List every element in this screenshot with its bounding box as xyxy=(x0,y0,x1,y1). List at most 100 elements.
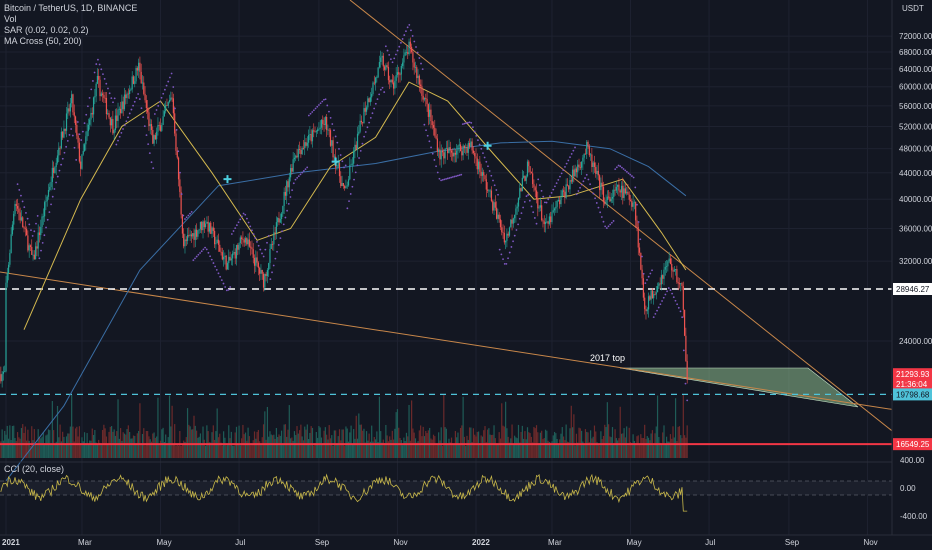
volume-bar xyxy=(332,445,334,458)
volume-bar xyxy=(274,438,276,458)
candle-body xyxy=(143,82,145,94)
sar-dot xyxy=(140,107,143,109)
volume-bar xyxy=(265,439,267,458)
sar-dot xyxy=(612,220,615,222)
candle-body xyxy=(170,97,172,100)
sar-dot xyxy=(254,237,257,239)
candle-body xyxy=(364,108,366,112)
ma50-line xyxy=(23,81,687,330)
volume-bar xyxy=(318,425,320,458)
sar-dot xyxy=(415,46,417,48)
candle-body xyxy=(553,208,556,211)
candle-body xyxy=(86,131,88,137)
golden-cross-markers xyxy=(223,141,492,184)
sar-dot xyxy=(465,122,468,125)
legend-cci[interactable]: CCI (20, close) xyxy=(4,464,65,474)
sar-dot xyxy=(261,252,263,255)
candle-body xyxy=(501,227,503,233)
candle-body xyxy=(64,128,66,131)
sar-dot xyxy=(294,178,297,181)
sar-dot xyxy=(361,142,364,145)
volume-bar xyxy=(220,442,222,458)
candle-body xyxy=(87,124,90,132)
sar-dot xyxy=(194,257,196,260)
sar-dot xyxy=(264,248,267,251)
candle-body xyxy=(233,251,235,254)
candle-body xyxy=(248,239,250,247)
sar-dot xyxy=(43,234,46,237)
volume-bar xyxy=(523,438,525,458)
sar-dot xyxy=(333,129,335,132)
volume-bar xyxy=(556,438,558,458)
candle-body xyxy=(409,41,411,47)
volume-bar xyxy=(234,432,236,458)
volume-bar xyxy=(613,443,615,458)
volume-bar xyxy=(475,436,477,458)
sar-dot xyxy=(488,170,491,172)
legend-ma[interactable]: MA Cross (50, 200) xyxy=(4,36,82,46)
price-tick-label: 60000.00 xyxy=(899,83,932,92)
candle-body xyxy=(193,233,195,240)
candle-body xyxy=(165,105,167,112)
candle-body xyxy=(580,161,583,168)
volume-bar xyxy=(125,434,127,458)
volume-bar xyxy=(672,426,674,458)
candle-body xyxy=(198,229,200,231)
candle-body xyxy=(23,227,25,229)
legend-vol[interactable]: Vol xyxy=(4,14,17,24)
volume-bar xyxy=(347,441,350,458)
sar-dot xyxy=(545,201,548,204)
volume-bar xyxy=(557,443,560,458)
candle-body xyxy=(399,74,401,76)
sar-dot xyxy=(274,257,277,260)
sar-dot xyxy=(262,255,265,258)
sar-dot xyxy=(135,97,138,99)
legend-symbol[interactable]: Bitcoin / TetherUS, 1D, BINANCE xyxy=(4,3,138,13)
volume-bar xyxy=(306,424,308,458)
sar-dot xyxy=(520,212,523,215)
volume-bar xyxy=(368,433,370,458)
volume-bar xyxy=(508,442,511,458)
candle-body xyxy=(99,79,101,97)
sar-dot xyxy=(299,173,302,176)
candle-body xyxy=(255,257,257,266)
candle-body xyxy=(44,202,46,217)
sar-dot xyxy=(230,233,233,235)
candle-body xyxy=(358,131,360,134)
volume-bar xyxy=(665,436,668,458)
candle-body xyxy=(237,244,239,250)
candle-body xyxy=(546,221,548,223)
volume-bar xyxy=(237,443,239,458)
volume-bar xyxy=(235,426,238,458)
candle-body xyxy=(636,220,638,227)
sar-dot xyxy=(177,150,180,153)
candle-body xyxy=(593,162,596,167)
sar-dot xyxy=(127,116,129,119)
volume-bar xyxy=(492,434,494,458)
candle-body xyxy=(135,67,137,82)
volume-bar xyxy=(313,445,315,458)
candle-body xyxy=(427,104,429,117)
candle-body xyxy=(284,191,287,196)
sar-dot xyxy=(535,222,538,225)
candle-body xyxy=(416,67,418,79)
legend-sar[interactable]: SAR (0.02, 0.02, 0.2) xyxy=(4,25,89,35)
time-tick-label: Jul xyxy=(235,538,245,547)
sar-dot xyxy=(391,61,394,64)
candle-body xyxy=(578,164,580,167)
candle-body xyxy=(538,207,540,209)
sar-dot xyxy=(281,230,283,233)
volume-bar xyxy=(372,441,374,458)
candle-body xyxy=(604,201,606,204)
candle-body xyxy=(323,123,325,126)
candle-body xyxy=(377,67,379,78)
volume-bar xyxy=(225,445,227,458)
sar-dot xyxy=(36,215,39,217)
candle-body xyxy=(528,161,530,167)
candle-body xyxy=(204,223,207,228)
candle-body xyxy=(103,95,105,98)
volume-bar xyxy=(185,437,187,458)
volume-bar xyxy=(409,440,411,458)
volume-bar xyxy=(680,435,682,458)
